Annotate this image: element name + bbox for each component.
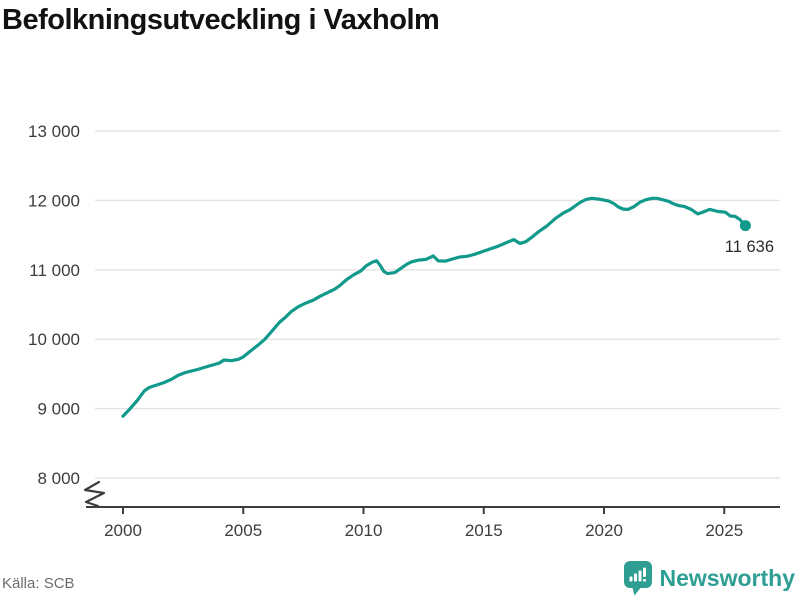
x-tick-label: 2010	[345, 521, 383, 540]
y-tick-label: 8 000	[37, 469, 80, 488]
source-credit: Källa: SCB	[2, 575, 75, 592]
newsworthy-logo[interactable]: Newsworthy	[623, 560, 795, 596]
population-line-chart: 8 000 9 000 10 000 11 000 12 000 13 000 2000 20…	[28, 122, 780, 540]
last-point-marker	[739, 220, 751, 232]
x-tick-label: 2000	[104, 521, 142, 540]
x-tick-label: 2015	[465, 521, 503, 540]
x-tick-label: 2020	[585, 521, 623, 540]
page-title: Befolkningsutveckling i Vaxholm	[2, 4, 440, 36]
y-tick-label: 9 000	[37, 400, 80, 419]
y-tick-label: 12 000	[28, 191, 80, 210]
population-series-line	[121, 196, 748, 418]
last-value-label: 11 636	[725, 238, 774, 256]
y-tick-label: 10 000	[28, 330, 80, 349]
axis-break-zigzag-icon	[83, 480, 106, 508]
y-tick-label: 11 000	[29, 261, 80, 280]
x-tick-label: 2025	[705, 521, 743, 540]
y-tick-label: 13 000	[28, 122, 80, 141]
newsworthy-icon	[623, 561, 652, 596]
x-tick-label: 2005	[224, 521, 262, 540]
newsworthy-wordmark: Newsworthy	[659, 564, 795, 591]
